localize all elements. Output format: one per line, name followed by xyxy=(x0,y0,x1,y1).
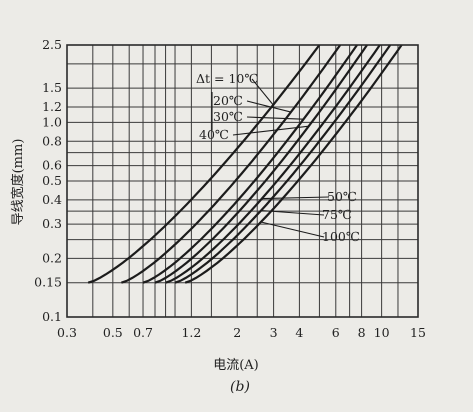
series-line xyxy=(142,44,358,284)
plot-frame xyxy=(66,44,419,318)
series-leader xyxy=(246,100,292,113)
y-axis-title: 导线宽度(mm) xyxy=(10,139,26,226)
x-tick-label: 2 xyxy=(233,325,241,340)
y-tick-label: 0.3 xyxy=(42,216,62,231)
series-leader xyxy=(261,196,330,200)
x-tick-label: 15 xyxy=(410,325,426,340)
x-tick-labels: 0.3 0.5 0.7 1.2 2 3 4 6 8 10 15 xyxy=(57,325,426,340)
series-label: 50℃ xyxy=(327,189,357,204)
y-tick-label: 0.1 xyxy=(42,309,62,324)
series-label: 40℃ xyxy=(199,127,229,142)
x-axis-title: 电流(A) xyxy=(213,358,259,373)
x-tick-label: 3 xyxy=(270,325,278,340)
x-tick-label: 0.7 xyxy=(133,325,153,340)
x-tick-label: 0.5 xyxy=(103,325,123,340)
series-label: 100℃ xyxy=(322,229,360,244)
series-label: Δt = 10℃ xyxy=(196,71,258,86)
series-label: 30℃ xyxy=(213,109,243,124)
y-tick-label: 1.0 xyxy=(42,114,62,129)
y-tick-label: 1.2 xyxy=(42,99,62,114)
x-tick-label: 6 xyxy=(332,325,340,340)
y-tick-label: 2.5 xyxy=(42,37,62,52)
y-tick-label: 0.6 xyxy=(42,158,62,173)
y-tick-label: 0.15 xyxy=(34,275,62,290)
y-tick-label: 0.4 xyxy=(42,192,62,207)
y-tick-label: 0.5 xyxy=(42,173,62,188)
y-tick-label: 0.2 xyxy=(42,250,62,265)
figure-caption: (b) xyxy=(230,379,250,395)
curve-labels: Δt = 10℃ 20℃30℃ 40℃ 50℃ 75℃ 100℃ xyxy=(196,71,360,244)
series-line xyxy=(87,44,321,284)
series-label: 20℃ xyxy=(213,93,243,108)
series-line xyxy=(174,44,392,284)
series-line xyxy=(121,44,342,284)
series-leader xyxy=(261,209,325,216)
y-tick-label: 0.8 xyxy=(42,133,62,148)
series-leader xyxy=(232,125,309,136)
series-leader xyxy=(246,116,304,120)
y-tick-label: 1.5 xyxy=(42,80,62,95)
x-tick-label: 0.3 xyxy=(57,325,77,340)
x-tick-label: 4 xyxy=(295,325,303,340)
curves xyxy=(87,44,403,284)
series-line xyxy=(165,44,381,284)
y-tick-labels: 0.1 0.15 0.2 0.3 0.4 0.50.6 0.8 1.01.2 1.5 2.5 xyxy=(34,37,62,324)
x-tick-label: 1.2 xyxy=(181,325,201,340)
series-line xyxy=(184,44,403,284)
series-label: 75℃ xyxy=(322,207,352,222)
x-tick-label: 10 xyxy=(374,325,390,340)
series-line xyxy=(154,44,368,284)
series-leader xyxy=(260,221,325,238)
series-leader xyxy=(251,78,274,106)
x-tick-label: 8 xyxy=(358,325,366,340)
